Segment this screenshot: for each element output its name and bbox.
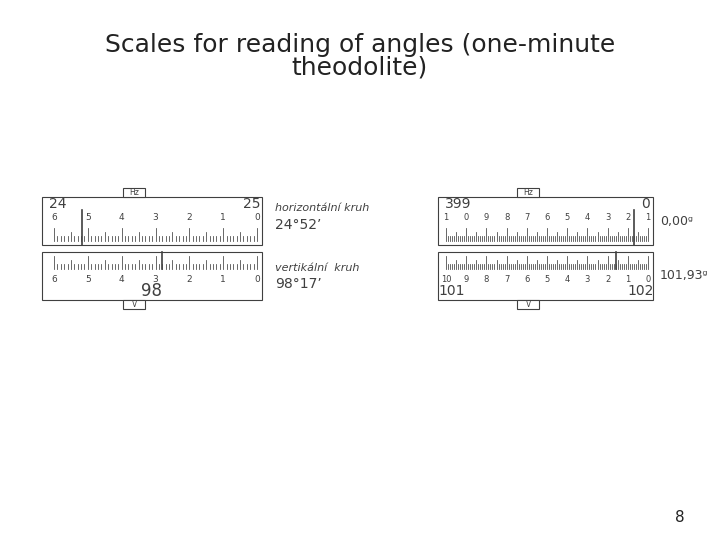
Text: 6: 6 xyxy=(524,275,529,285)
Text: 9: 9 xyxy=(484,213,489,221)
Text: 2: 2 xyxy=(625,213,631,221)
Text: 24: 24 xyxy=(49,197,67,211)
Text: 98: 98 xyxy=(142,282,163,300)
Text: 3: 3 xyxy=(153,275,158,285)
Text: 1: 1 xyxy=(220,213,226,221)
Text: 6: 6 xyxy=(51,213,57,221)
Text: Hz: Hz xyxy=(130,188,140,197)
Text: 4: 4 xyxy=(119,213,125,221)
Text: 101: 101 xyxy=(438,284,465,298)
Text: 6: 6 xyxy=(544,213,549,221)
Text: 0: 0 xyxy=(254,275,260,285)
Text: theodolite): theodolite) xyxy=(292,56,428,80)
Bar xyxy=(123,300,145,309)
Bar xyxy=(438,252,653,300)
Bar xyxy=(517,188,539,197)
Text: 24°52’: 24°52’ xyxy=(275,218,321,232)
Text: 5: 5 xyxy=(564,213,570,221)
Text: 9: 9 xyxy=(464,275,469,285)
Bar xyxy=(438,197,653,245)
Text: 102: 102 xyxy=(628,284,654,298)
Text: Hz: Hz xyxy=(523,188,534,197)
Text: 0: 0 xyxy=(645,275,651,285)
Text: 7: 7 xyxy=(524,213,529,221)
Bar xyxy=(42,197,262,245)
Text: 5: 5 xyxy=(544,275,549,285)
Text: 0: 0 xyxy=(254,213,260,221)
Bar xyxy=(123,188,145,197)
Text: 5: 5 xyxy=(85,213,91,221)
Text: horizontální kruh: horizontální kruh xyxy=(275,203,369,213)
Text: 8: 8 xyxy=(504,213,509,221)
Text: 101,93ᵍ: 101,93ᵍ xyxy=(660,269,708,282)
Text: 1: 1 xyxy=(220,275,226,285)
Text: 1: 1 xyxy=(444,213,449,221)
Bar xyxy=(42,252,262,300)
Text: vertikální  kruh: vertikální kruh xyxy=(275,263,359,273)
Text: V: V xyxy=(526,300,531,309)
Text: V: V xyxy=(132,300,137,309)
Text: 4: 4 xyxy=(119,275,125,285)
Text: 399: 399 xyxy=(445,197,472,211)
Text: 4: 4 xyxy=(585,213,590,221)
Text: 6: 6 xyxy=(51,275,57,285)
Bar xyxy=(517,300,539,309)
Text: 1: 1 xyxy=(645,213,651,221)
Text: 4: 4 xyxy=(564,275,570,285)
Text: 10: 10 xyxy=(441,275,451,285)
Text: 2: 2 xyxy=(605,275,611,285)
Text: 3: 3 xyxy=(585,275,590,285)
Text: 2: 2 xyxy=(186,213,192,221)
Text: 98°17’: 98°17’ xyxy=(275,277,322,291)
Text: 8: 8 xyxy=(484,275,489,285)
Text: 1: 1 xyxy=(625,275,631,285)
Text: 3: 3 xyxy=(605,213,611,221)
Text: 25: 25 xyxy=(243,197,261,211)
Text: 0,00ᵍ: 0,00ᵍ xyxy=(660,214,693,227)
Text: 8: 8 xyxy=(675,510,685,525)
Text: 5: 5 xyxy=(85,275,91,285)
Text: 0: 0 xyxy=(464,213,469,221)
Text: 2: 2 xyxy=(186,275,192,285)
Text: 3: 3 xyxy=(153,213,158,221)
Text: 7: 7 xyxy=(504,275,509,285)
Text: 0: 0 xyxy=(641,197,649,211)
Text: Scales for reading of angles (one-minute: Scales for reading of angles (one-minute xyxy=(105,33,615,57)
